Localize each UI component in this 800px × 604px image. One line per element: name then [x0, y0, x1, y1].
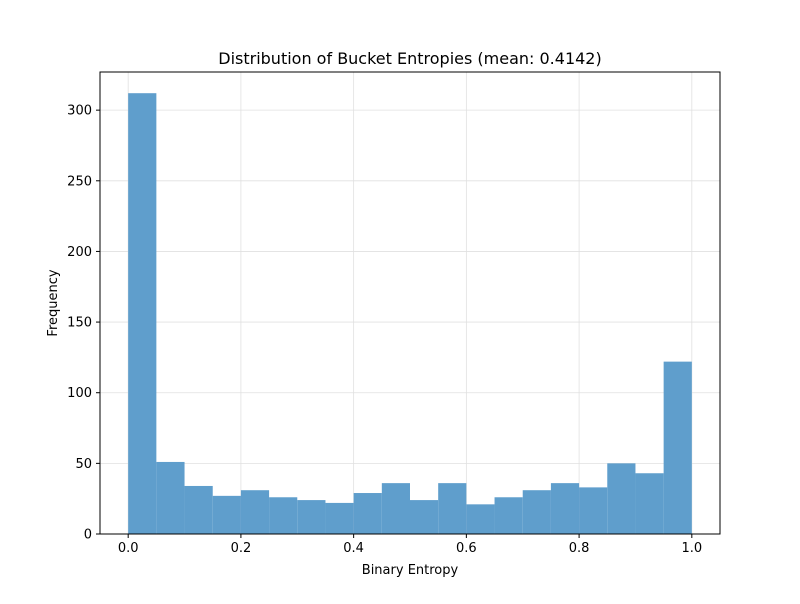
y-tick-label: 0	[84, 528, 92, 543]
y-tick-label: 50	[75, 457, 92, 472]
histogram-bar	[550, 483, 580, 534]
histogram-bar	[156, 461, 185, 534]
x-tick-label: 0.6	[456, 541, 477, 556]
histogram-bar	[438, 483, 467, 534]
y-axis-ticks: 0 50 100 150 200 250 300	[67, 104, 100, 543]
histogram-bar	[381, 483, 410, 534]
x-axis-label: Binary Entropy	[362, 563, 459, 578]
chart-title: Distribution of Bucket Entropies (mean: …	[218, 49, 601, 68]
x-tick-label: 0.8	[569, 541, 590, 556]
x-tick-label: 0.4	[343, 541, 364, 556]
histogram-bar	[297, 500, 326, 534]
histogram-bar	[240, 490, 270, 534]
histogram-bar	[184, 485, 213, 534]
histogram-bar	[325, 502, 354, 534]
x-axis-ticks: 0.0 0.2 0.4 0.6 0.8 1.0	[118, 534, 702, 556]
histogram-bar	[212, 495, 241, 534]
x-tick-label: 0.2	[231, 541, 252, 556]
histogram-bar	[128, 93, 157, 534]
histogram-bar	[353, 493, 382, 534]
histogram-bar	[579, 487, 608, 534]
histogram-bars	[128, 93, 692, 534]
y-axis-label: Frequency	[46, 269, 61, 336]
y-tick-label: 200	[67, 245, 92, 260]
grid-lines	[100, 72, 720, 535]
histogram-bar	[522, 490, 551, 534]
histogram-bar	[466, 504, 495, 534]
histogram-bar	[607, 463, 636, 534]
histogram-bar	[494, 497, 523, 534]
y-tick-label: 100	[67, 386, 92, 401]
y-tick-label: 250	[67, 174, 92, 189]
histogram-bar	[635, 473, 664, 534]
x-tick-label: 1.0	[681, 541, 702, 556]
y-tick-label: 150	[67, 316, 92, 331]
plot-frame	[99, 71, 721, 535]
histogram-bar	[269, 497, 298, 534]
histogram-bar	[663, 361, 692, 534]
x-tick-label: 0.0	[118, 541, 139, 556]
histogram-bar	[410, 500, 439, 534]
y-tick-label: 300	[67, 104, 92, 119]
